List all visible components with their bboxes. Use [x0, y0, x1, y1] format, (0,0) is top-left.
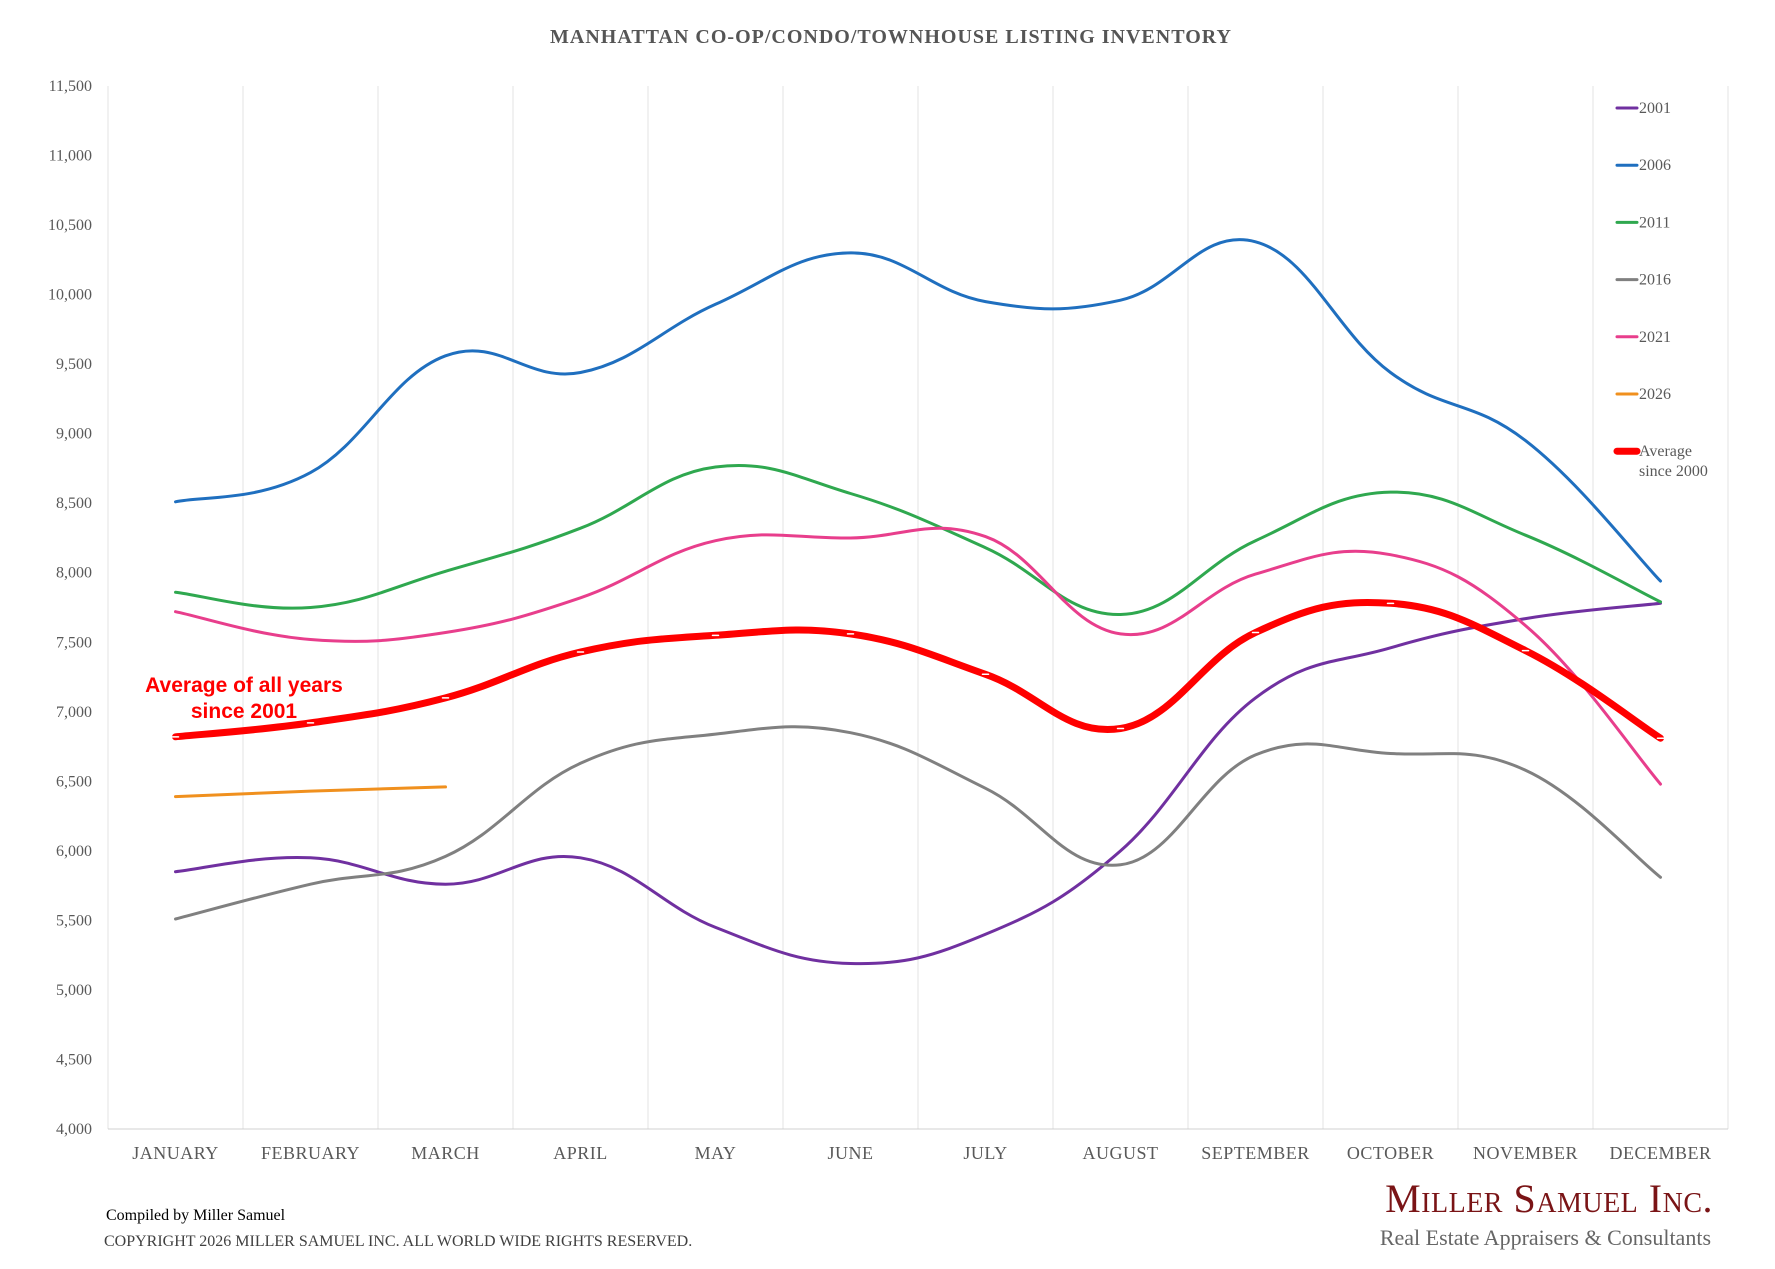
y-tick-label: 11,500 — [49, 78, 92, 95]
y-axis: 4,000 4,500 5,000 5,500 6,000 6,500 7,000 7,500… — [48, 78, 92, 1138]
series-2011-line — [174, 463, 1662, 617]
x-tick-label: OCTOBER — [1347, 1143, 1434, 1163]
y-tick-label: 9,500 — [56, 356, 92, 373]
series-2026-line — [174, 785, 447, 799]
x-tick-label: JULY — [963, 1143, 1007, 1163]
company-logo: Miller Samuel Inc. Real Estate Appraiser… — [1380, 1176, 1713, 1250]
y-tick-label: 8,500 — [56, 495, 92, 512]
annotation-line-1: Average of all years — [145, 674, 343, 697]
legend-label: 2021 — [1639, 329, 1671, 346]
chart-gridlines — [107, 86, 1729, 1130]
y-tick-label: 4,000 — [56, 1121, 92, 1138]
x-tick-label: JANUARY — [132, 1143, 219, 1163]
y-tick-label: 7,000 — [56, 704, 92, 721]
logo-tagline: Real Estate Appraisers & Consultants — [1380, 1225, 1711, 1250]
y-tick-label: 11,000 — [49, 148, 92, 165]
x-tick-label: MARCH — [411, 1143, 480, 1163]
y-tick-label: 8,000 — [56, 565, 92, 582]
average-annotation: Average of all years since 2001 — [145, 674, 343, 723]
y-tick-label: 5,000 — [56, 982, 92, 999]
chart-series — [171, 238, 1665, 966]
legend-label: Average — [1639, 443, 1692, 460]
y-tick-label: 9,000 — [56, 426, 92, 443]
footer-copyright: COPYRIGHT 2026 MILLER SAMUEL INC. ALL WO… — [104, 1233, 692, 1250]
y-tick-label: 10,000 — [48, 287, 92, 304]
y-tick-label: 10,500 — [48, 217, 92, 234]
y-tick-label: 5,500 — [56, 912, 92, 929]
x-tick-label: NOVEMBER — [1473, 1143, 1578, 1163]
series-2021-line — [174, 526, 1662, 786]
y-tick-label: 6,500 — [56, 773, 92, 790]
legend-label-line-2: since 2000 — [1639, 463, 1708, 480]
legend-label: 2006 — [1639, 157, 1671, 174]
y-tick-label: 4,500 — [56, 1051, 92, 1068]
x-tick-label: SEPTEMBER — [1201, 1143, 1310, 1163]
chart-legend: 2001 2006 2011 2016 2021 2026 Average since 200… — [1613, 100, 1708, 480]
x-tick-label: DECEMBER — [1609, 1143, 1711, 1163]
logo-name: Miller Samuel Inc. — [1385, 1176, 1713, 1221]
series-2006-line — [174, 238, 1662, 583]
y-tick-label: 6,000 — [56, 843, 92, 860]
chart-title: MANHATTAN CO-OP/CONDO/TOWNHOUSE LISTING … — [550, 26, 1232, 48]
legend-label: 2026 — [1639, 386, 1671, 403]
series-2001-line — [174, 601, 1662, 966]
x-axis: JANUARY FEBRUARY MARCH APRIL MAY JUNE JULY AUGU… — [132, 1143, 1711, 1163]
series-average-since-2000-line — [172, 598, 1664, 742]
x-tick-label: APRIL — [553, 1143, 608, 1163]
x-tick-label: FEBRUARY — [261, 1143, 360, 1163]
x-tick-label: JUNE — [828, 1143, 874, 1163]
legend-label: 2011 — [1639, 214, 1670, 231]
x-tick-label: AUGUST — [1082, 1143, 1158, 1163]
series-2016-line — [174, 725, 1662, 921]
footer-compiled: Compiled by Miller Samuel — [106, 1207, 286, 1224]
legend-label: 2001 — [1639, 100, 1671, 117]
x-tick-label: MAY — [695, 1143, 737, 1163]
legend-label: 2016 — [1639, 272, 1671, 289]
y-tick-label: 7,500 — [56, 634, 92, 651]
annotation-line-2: since 2001 — [191, 700, 298, 723]
